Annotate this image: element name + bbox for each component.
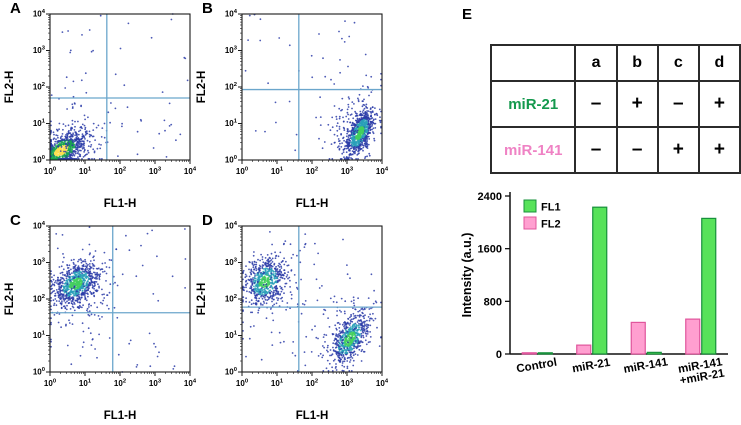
svg-text:104: 104	[184, 166, 196, 176]
svg-text:miR-21: miR-21	[571, 357, 611, 376]
svg-text:102: 102	[33, 82, 45, 92]
svg-text:2400: 2400	[478, 191, 502, 203]
svg-text:104: 104	[225, 221, 238, 231]
svg-text:104: 104	[33, 221, 46, 231]
svg-text:FL1-H: FL1-H	[104, 198, 137, 210]
row-label-mir141: miR-141	[489, 126, 577, 174]
svg-text:FL2-H: FL2-H	[196, 71, 208, 104]
cell-mir21-d: +	[697, 80, 741, 128]
cell-mir21-c: –	[656, 80, 700, 128]
svg-text:Intensity (a.u.): Intensity (a.u.)	[460, 233, 474, 318]
svg-text:1600: 1600	[478, 244, 502, 256]
table-row-mir141: miR-141 – – + +	[489, 126, 741, 174]
cell-mir141-c: +	[656, 126, 700, 174]
svg-text:102: 102	[225, 294, 237, 304]
svg-text:104: 104	[376, 166, 388, 176]
svg-text:103: 103	[149, 166, 162, 176]
svg-text:miR-141: miR-141	[623, 356, 670, 376]
svg-text:102: 102	[114, 166, 126, 176]
panel-letter-c: C	[10, 212, 21, 229]
svg-text:100: 100	[236, 166, 248, 176]
condition-table: a b c d miR-21 – + – + miR-141 – – + +	[489, 44, 741, 174]
svg-text:101: 101	[79, 166, 92, 176]
flow-panel-b: B 100 100 101 101 102 102 103 103 104 104 FL1-H FL2…	[196, 0, 388, 212]
row-label-mir21: miR-21	[489, 80, 577, 128]
svg-text:104: 104	[225, 9, 238, 19]
svg-text:800: 800	[484, 296, 502, 308]
panel-letter-d: D	[202, 212, 213, 229]
svg-text:100: 100	[225, 155, 237, 165]
cell-mir141-a: –	[574, 126, 618, 174]
svg-text:102: 102	[114, 378, 126, 388]
svg-text:101: 101	[33, 330, 46, 340]
svg-text:FL2-H: FL2-H	[4, 283, 16, 316]
svg-text:100: 100	[33, 155, 45, 165]
svg-text:102: 102	[33, 294, 45, 304]
svg-text:101: 101	[225, 118, 238, 128]
panel-letter-e: E	[462, 6, 473, 23]
svg-text:FL1: FL1	[541, 202, 561, 214]
svg-text:101: 101	[79, 378, 92, 388]
cell-mir141-b: –	[615, 126, 659, 174]
svg-text:103: 103	[341, 166, 354, 176]
svg-text:104: 104	[184, 378, 196, 388]
svg-text:103: 103	[33, 257, 46, 267]
svg-text:FL2-H: FL2-H	[4, 71, 16, 104]
col-header-d: d	[697, 44, 741, 82]
svg-text:FL2-H: FL2-H	[196, 283, 208, 316]
svg-text:103: 103	[33, 45, 46, 55]
svg-text:102: 102	[225, 82, 237, 92]
svg-text:FL1-H: FL1-H	[104, 410, 137, 422]
flow-panel-d: D 100 100 101 101 102 102 103 103 104 104 FL1-H FL2…	[196, 212, 388, 424]
svg-text:100: 100	[33, 367, 45, 377]
svg-text:103: 103	[341, 378, 354, 388]
table-corner-cell	[489, 44, 577, 82]
svg-text:102: 102	[306, 378, 318, 388]
svg-text:101: 101	[271, 166, 284, 176]
svg-text:104: 104	[33, 9, 46, 19]
svg-text:100: 100	[44, 378, 56, 388]
svg-text:FL1-H: FL1-H	[296, 410, 329, 422]
svg-text:101: 101	[271, 378, 284, 388]
svg-text:103: 103	[149, 378, 162, 388]
flow-panel-c: C 100 100 101 101 102 102 103 103 104 104 FL1-H FL2…	[4, 212, 196, 424]
cell-mir21-b: +	[615, 80, 659, 128]
svg-text:miR-141+miR-21: miR-141+miR-21	[677, 356, 726, 387]
cell-mir21-a: –	[574, 80, 618, 128]
svg-text:100: 100	[236, 378, 248, 388]
svg-text:100: 100	[44, 166, 56, 176]
panel-letter-b: B	[202, 0, 213, 17]
table-row-mir21: miR-21 – + – +	[489, 80, 741, 128]
bar-chart: 0 800 1600 2400 Intensity (a.u.) Control miR-2…	[460, 191, 728, 387]
svg-text:101: 101	[33, 118, 46, 128]
svg-text:102: 102	[306, 166, 318, 176]
svg-text:100: 100	[225, 367, 237, 377]
svg-text:101: 101	[225, 330, 238, 340]
col-header-a: a	[574, 44, 618, 82]
panel-letter-a: A	[10, 0, 21, 17]
svg-text:103: 103	[225, 257, 238, 267]
svg-text:104: 104	[376, 378, 388, 388]
col-header-c: c	[656, 44, 700, 82]
svg-text:103: 103	[225, 45, 238, 55]
svg-text:0: 0	[496, 349, 502, 361]
table-header-row: a b c d	[489, 44, 741, 82]
cell-mir141-d: +	[697, 126, 741, 174]
svg-text:Control: Control	[516, 357, 558, 376]
col-header-b: b	[615, 44, 659, 82]
svg-text:FL1-H: FL1-H	[296, 198, 329, 210]
flow-panel-a: A 100 100 101 101 102 102 103 103 104 104 FL1-H FL2…	[4, 0, 196, 212]
